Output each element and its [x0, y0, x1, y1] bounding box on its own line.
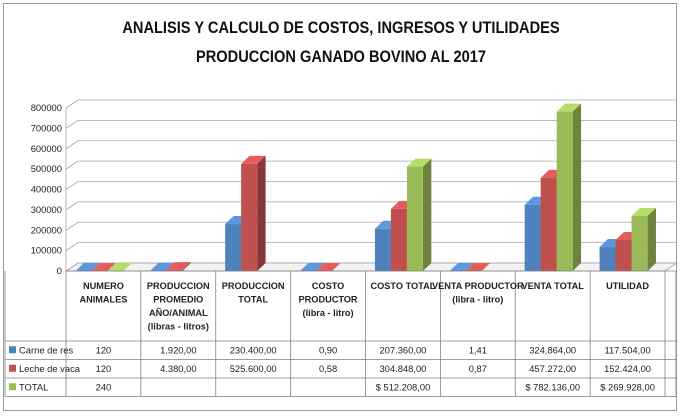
data-label: 4.380,00 — [160, 363, 197, 374]
data-label: 1,41 — [469, 345, 487, 356]
bar-top — [166, 262, 191, 271]
bar — [631, 208, 656, 271]
category-label: COSTO PRODUCTOR (libra - litro) — [299, 281, 358, 318]
bar — [556, 103, 582, 271]
data-label: $ 782.136,00 — [525, 382, 580, 393]
y-tick-label: 0 — [57, 265, 62, 276]
legend-swatch — [9, 383, 16, 391]
bar-top — [631, 208, 656, 217]
bar-front — [631, 216, 648, 271]
bar-top — [465, 262, 491, 271]
bar-side — [123, 262, 132, 271]
bar-side — [257, 155, 266, 271]
y-tick-label: 800000 — [31, 102, 62, 113]
legend-swatch — [9, 364, 16, 372]
legend-label: Leche de vaca — [19, 363, 81, 374]
bar-top — [449, 262, 475, 271]
data-label: 117.504,00 — [604, 345, 650, 356]
bar-side — [422, 158, 432, 271]
gridline — [65, 242, 677, 251]
bar — [406, 158, 432, 271]
bar-top — [91, 262, 116, 271]
gridline — [65, 140, 677, 150]
data-label: 0,58 — [319, 363, 337, 374]
bar — [241, 155, 266, 271]
category-label: PRODUCCION PROMEDIO AÑO/ANIMAL (libras - li… — [147, 281, 210, 332]
bar-top — [75, 262, 100, 271]
bar-top — [107, 262, 132, 271]
y-tick-label: 400000 — [31, 184, 62, 195]
bar-side — [332, 262, 341, 271]
bar-top — [316, 262, 341, 271]
category-label: COSTO TOTAL — [371, 281, 436, 291]
category-label: VENTA PRODUCTOR (libra - litro) — [432, 281, 524, 305]
bar-front — [166, 270, 183, 271]
bar-side — [481, 262, 491, 271]
bar-front — [615, 239, 632, 271]
data-label: 120 — [96, 363, 112, 374]
data-label: 525.600,00 — [230, 363, 277, 374]
gridline — [65, 201, 677, 211]
bar-top — [150, 262, 175, 271]
category-label: NUMERO ANIMALES — [79, 281, 127, 305]
y-tick-label: 500000 — [31, 163, 62, 174]
data-label: 120 — [96, 345, 112, 356]
y-tick-label: 200000 — [31, 224, 62, 235]
bar — [166, 262, 191, 271]
bar-front — [225, 224, 242, 271]
bar-side — [572, 103, 582, 271]
gridline — [65, 221, 677, 231]
gridline — [65, 160, 677, 170]
y-tick-label: 700000 — [31, 122, 62, 133]
bar-front — [556, 111, 573, 271]
y-tick-label: 600000 — [31, 143, 62, 154]
data-label: 0,90 — [319, 345, 337, 356]
data-label: 0,87 — [469, 363, 487, 374]
bar-front — [390, 208, 407, 271]
data-label: 230.400,00 — [230, 345, 277, 356]
data-label: 457.272,00 — [529, 363, 576, 374]
gridline — [65, 181, 677, 190]
data-label: 240 — [96, 382, 112, 393]
data-label: 304.848,00 — [379, 363, 426, 374]
bar-top — [241, 155, 266, 164]
category-label: PRODUCCION TOTAL — [222, 281, 285, 305]
data-label: $ 512.208,00 — [376, 382, 431, 393]
data-label: 152.424,00 — [604, 363, 651, 374]
bar-top — [556, 103, 582, 112]
legend-label: TOTAL — [19, 382, 48, 393]
gridline — [65, 119, 677, 129]
chart-title: ANALISIS Y CALCULO DE COSTOS, INGRESOS Y… — [122, 18, 560, 37]
bar-front — [241, 163, 258, 271]
bar-front — [406, 166, 423, 271]
legend-label: Carne de res — [19, 345, 74, 356]
category-label: VENTA TOTAL — [521, 281, 584, 291]
y-tick-label: 300000 — [31, 204, 62, 215]
bar-front — [540, 177, 557, 271]
chart-subtitle: PRODUCCION GANADO BOVINO AL 2017 — [195, 47, 487, 66]
bar-side — [647, 208, 656, 271]
y-tick-label: 100000 — [31, 245, 62, 256]
data-label: 324.864,00 — [529, 345, 576, 356]
bar-top — [300, 262, 325, 271]
data-label: 207.360,00 — [379, 345, 426, 356]
legend-swatch — [9, 346, 16, 354]
gridline — [65, 99, 677, 109]
bar-side — [182, 262, 191, 271]
bar-top — [406, 158, 432, 167]
data-label: 1.920,00 — [160, 345, 197, 356]
bar-front — [374, 228, 391, 271]
data-label: $ 269.928,00 — [600, 382, 655, 393]
category-label: UTILIDAD — [606, 281, 649, 291]
bar-front — [524, 204, 541, 271]
bar-front — [599, 247, 616, 271]
